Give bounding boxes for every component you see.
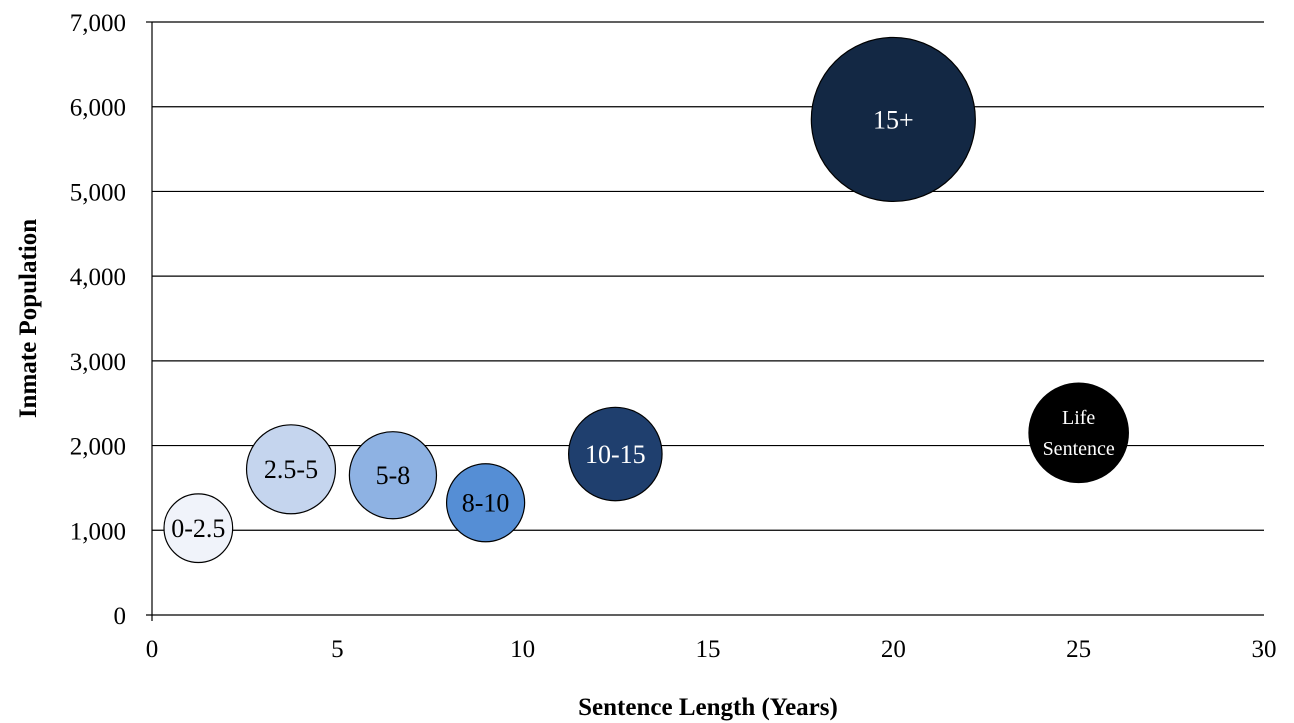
y-axis-title: Inmate Population [15,219,42,418]
tick-labels: 0 1,000 2,000 3,000 4,000 5,000 6,000 7,000 0 5 10… [70,10,1277,663]
bubble [568,406,663,502]
x-tick-label: 10 [510,636,535,663]
x-tick-label: 20 [881,636,906,663]
x-tick-label: 0 [146,636,159,663]
x-tick-label: 30 [1252,636,1277,663]
x-tick-label: 5 [331,636,344,663]
bubble [445,463,526,543]
bubble [163,493,234,564]
bubbles: 0-2.5 2.5-5 5-8 8-10 10-15 15+ Life Sentence [163,36,1129,564]
gridlines [152,21,1264,531]
bubble-label: 0-2.5 [171,514,225,543]
y-tick-label: 0 [114,603,127,630]
y-tick-label: 5,000 [70,179,126,206]
x-axis-title: Sentence Length (Years) [578,694,838,721]
bubble [348,431,438,520]
bubble-label: Life [1062,407,1095,429]
bubble [1028,382,1129,484]
bubble [245,424,337,515]
y-tick-label: 2,000 [70,434,126,461]
axes [146,21,1264,621]
bubble-label: 2.5-5 [264,455,318,484]
bubble-label: 8-10 [462,489,510,518]
y-tick-label: 3,000 [70,349,126,376]
y-tick-label: 7,000 [70,10,126,37]
y-tick-label: 4,000 [70,264,126,291]
bubble-label: 10-15 [585,440,646,469]
bubble-label: Sentence [1043,438,1115,460]
bubble-label: 15+ [873,105,914,134]
bubble [810,36,976,203]
x-tick-label: 15 [696,636,721,663]
bubble-label: 5-8 [376,461,411,490]
x-tick-label: 25 [1066,636,1091,663]
y-tick-label: 6,000 [70,95,126,122]
y-tick-label: 1,000 [70,518,126,545]
